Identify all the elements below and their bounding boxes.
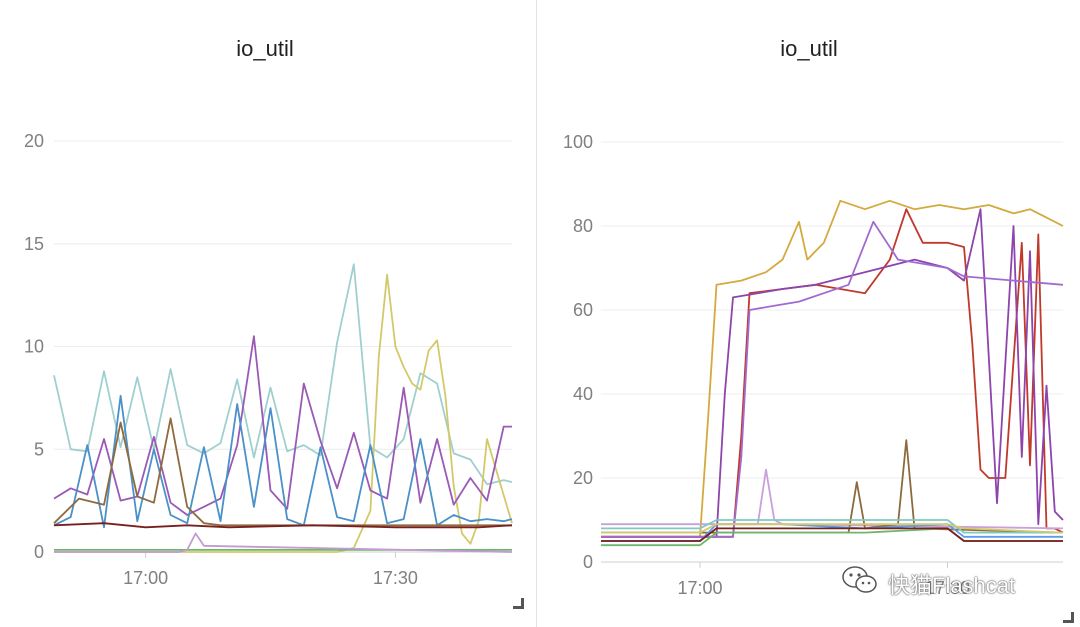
wechat-icon: [842, 566, 877, 593]
y-tick-label: 100: [563, 132, 593, 152]
resize-handle[interactable]: [513, 598, 524, 609]
series-line: [601, 527, 1063, 542]
series-line: [601, 523, 1064, 534]
series-line: [53, 394, 513, 529]
series-line: [601, 519, 1063, 534]
chart-panel-right: io_util 0 20 40 60 80 100 17:00 17:30: [536, 0, 1080, 627]
series-line: [53, 522, 513, 529]
series-line: [54, 273, 513, 553]
y-tick-label: 20: [24, 131, 44, 151]
y-tick-label: 40: [573, 384, 593, 404]
x-tick-label: 17:00: [123, 568, 168, 588]
y-tick-label: 60: [573, 300, 593, 320]
y-tick-label: 10: [24, 337, 44, 357]
series-line: [601, 199, 1064, 538]
chart-panel-left: io_util 0 5 10 15 20 17:00 17:30: [0, 0, 530, 627]
x-tick-label: 17:00: [677, 578, 722, 598]
y-tick-label: 5: [34, 439, 44, 459]
y-tick-label: 0: [583, 552, 593, 572]
series-line: [54, 532, 513, 553]
y-tick-label: 0: [34, 542, 44, 562]
y-tick-label: 20: [573, 468, 593, 488]
chart-title: io_util: [780, 36, 838, 61]
series-line: [601, 220, 1064, 538]
resize-handle[interactable]: [1063, 612, 1074, 623]
chart-title: io_util: [236, 36, 294, 61]
series-line: [53, 335, 512, 516]
series-line: [53, 417, 512, 527]
watermark-text: 快猫Flashcat: [888, 573, 1016, 598]
series-line: [601, 208, 1064, 538]
watermark: 快猫Flashcat: [840, 564, 1060, 600]
line-chart-left: 0 5 10 15 20 17:00 17:30: [24, 131, 513, 588]
series-line: [53, 263, 513, 486]
line-chart-right: 0 20 40 60 80 100 17:00 17:30: [563, 132, 1064, 598]
x-tick-label: 17:30: [373, 568, 418, 588]
series-line: [601, 208, 1064, 538]
y-tick-label: 15: [24, 234, 44, 254]
x-tick-label: 17:30: [925, 578, 970, 598]
y-tick-label: 80: [573, 216, 593, 236]
